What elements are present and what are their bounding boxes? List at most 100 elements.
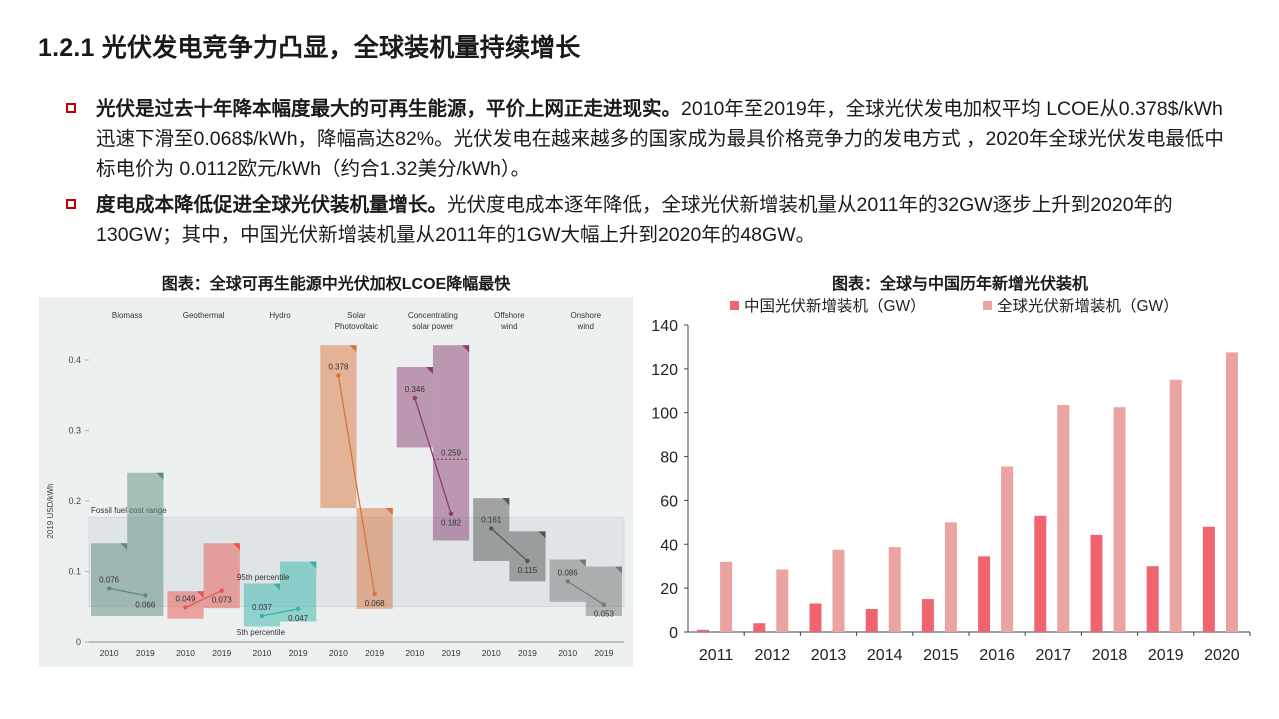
value-label-2019: 0.182	[441, 519, 462, 528]
y-tick-label: 0.1	[68, 567, 81, 577]
lcoe-point-2019	[219, 588, 224, 593]
y-tick-label: 0.3	[68, 426, 81, 436]
value-label-2019: 0.115	[518, 566, 538, 575]
range-corner-marker	[538, 531, 546, 539]
value-label-2010: 0.086	[558, 568, 579, 577]
technology-label: Offshore	[494, 311, 525, 320]
technology-label: Concentrating	[408, 311, 458, 320]
lcoe-point-2019	[372, 591, 377, 597]
x-tick-label: 2012	[755, 647, 791, 664]
y-tick-label: 60	[660, 493, 678, 510]
year-tick-label: 2019	[289, 648, 308, 658]
bar-china	[1202, 526, 1215, 632]
bar-global	[944, 522, 957, 632]
legend-label: 全球光伏新增装机（GW）	[997, 297, 1179, 315]
range-corner-marker	[578, 559, 586, 567]
technology-label: Onshore	[570, 311, 601, 320]
x-tick-label: 2014	[867, 647, 903, 664]
x-tick-label: 2019	[1148, 647, 1184, 664]
bar-global	[1001, 466, 1014, 632]
technology-label: Solar	[347, 311, 366, 320]
lcoe-trend-line	[490, 528, 528, 562]
value-label-2010: 0.049	[176, 594, 197, 603]
range-corner-marker	[309, 561, 317, 569]
year-tick-label: 2019	[136, 648, 155, 658]
bar-china	[978, 556, 991, 632]
year-tick-label: 2019	[365, 648, 384, 658]
lcoe-trend-line	[108, 587, 146, 597]
lcoe-point-2010	[336, 373, 341, 378]
y-tick-label: 100	[651, 406, 678, 423]
range-box-2019	[203, 543, 240, 609]
bar-global	[1225, 352, 1238, 632]
year-tick-label: 2019	[442, 648, 461, 658]
lcoe-trend-line	[337, 375, 376, 595]
x-tick-label: 2017	[1036, 647, 1072, 664]
technology-label: wind	[500, 322, 517, 331]
year-tick-label: 2010	[405, 648, 424, 658]
y-tick-label: 0	[669, 625, 678, 642]
bar-global	[888, 547, 901, 632]
y-tick-label: 40	[660, 537, 678, 554]
lcoe-point-2010	[183, 605, 188, 610]
bar-china	[921, 599, 934, 632]
y-tick-label: 120	[651, 362, 678, 379]
y-tick-label: 0.2	[68, 496, 81, 506]
range-box-2019	[509, 531, 546, 582]
legend-swatch	[730, 301, 739, 310]
year-tick-label: 2019	[594, 648, 613, 658]
lcoe-point-2010	[412, 395, 418, 401]
bar-global	[1113, 407, 1126, 632]
technology-label: Geothermal	[183, 311, 225, 320]
year-tick-label: 2019	[518, 648, 537, 658]
bullet-square-icon	[66, 199, 76, 209]
bullet-bold-lead: 光伏是过去十年降本幅度最大的可再生能源，平价上网正走进现实。	[96, 98, 682, 120]
range-box-2010	[167, 591, 204, 619]
range-corner-marker	[349, 345, 357, 353]
range-box-2010	[320, 345, 357, 509]
lcoe-point-2010	[106, 586, 112, 591]
range-corner-marker	[385, 508, 393, 516]
value-label-2010: 0.161	[481, 515, 502, 524]
legend-label: 中国光伏新增装机（GW）	[744, 297, 926, 315]
bullet-bold-lead: 度电成本降低促进全球光伏装机量增长。	[96, 194, 448, 216]
value-label-2019: 0.047	[288, 614, 309, 623]
lcoe-point-2019	[295, 606, 301, 612]
year-tick-label: 2010	[558, 648, 577, 658]
bar-china	[1090, 534, 1103, 632]
range-corner-marker	[615, 566, 622, 574]
bullet-body: 2010年至2019年，全球光伏发电加权平均 LCOE从0.378$/kWh迅速…	[96, 98, 1224, 180]
range-corner-marker	[425, 367, 433, 375]
range-corner-marker	[196, 591, 204, 599]
percentile-95-label: 95th percentile	[237, 573, 290, 582]
year-tick-label: 2010	[329, 648, 348, 658]
left-chart-title: 图表：全球可再生能源中光伏加权LCOE降幅最快	[161, 276, 511, 293]
value-label-2019: 0.068	[365, 599, 386, 608]
page-title: 1.2.1 光伏发电竞争力凸显，全球装机量持续增长	[38, 34, 581, 62]
lcoe-point-2019	[525, 558, 530, 564]
range-box-2010	[396, 367, 433, 448]
bar-china	[697, 629, 710, 632]
value-label-2019: 0.073	[212, 596, 233, 605]
bar-china	[865, 608, 878, 632]
lcoe-chart: Fossil fuel cost range00.10.20.30.42019 …	[39, 297, 633, 667]
bullet-item-capacity: 度电成本降低促进全球光伏装机量增长。光伏度电成本逐年降低，全球光伏新增装机量从2…	[66, 190, 1236, 250]
bar-global	[720, 561, 733, 632]
range-box-2019	[280, 561, 317, 622]
technology-label: Photovoltaic	[335, 322, 379, 331]
bar-global	[832, 549, 845, 632]
lcoe-trend-line	[261, 608, 299, 617]
value-label-2010: 0.346	[405, 385, 426, 394]
bullet-square-icon	[66, 103, 76, 113]
lcoe-point-2019	[448, 511, 454, 516]
x-tick-label: 2018	[1092, 647, 1128, 664]
year-tick-label: 2010	[100, 648, 119, 658]
lcoe-trend-line	[414, 397, 452, 514]
bar-china	[1146, 566, 1159, 632]
year-tick-label: 2019	[212, 648, 231, 658]
range-box-2019	[127, 472, 164, 616]
lcoe-point-2019	[143, 593, 148, 598]
technology-label: Biomass	[112, 311, 143, 320]
range-corner-marker	[502, 498, 510, 506]
value-label-2019: 0.066	[135, 600, 156, 609]
